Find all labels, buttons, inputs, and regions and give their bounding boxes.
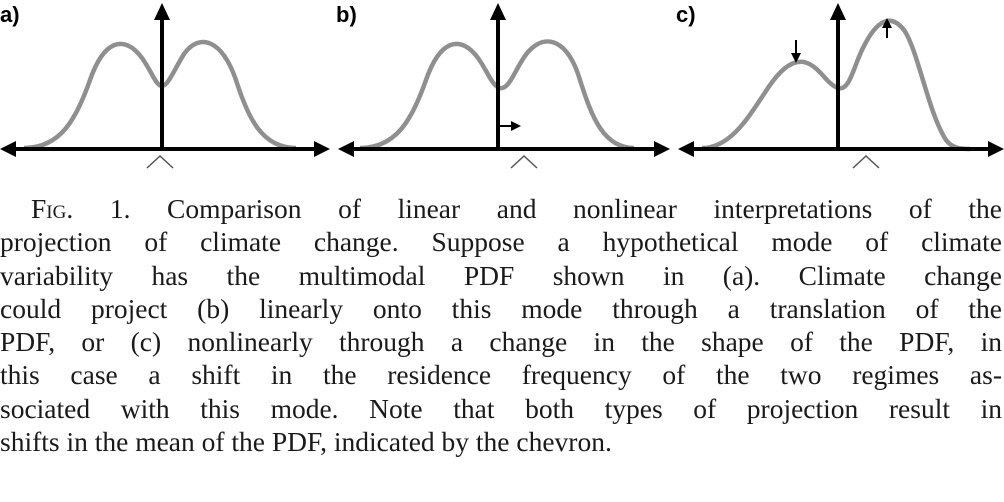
panel-c	[678, 3, 1004, 169]
panel-b-x-arrow-left	[338, 141, 354, 157]
panel-c-label: c)	[676, 2, 696, 27]
panel-c-pdf-curve	[701, 18, 971, 152]
panel-a-mean-chevron	[146, 154, 174, 169]
figure-1: a) b) c)	[0, 0, 1004, 190]
panel-a	[0, 3, 330, 169]
caption-line-2: projection of climate change. Suppose a …	[0, 226, 1002, 258]
panel-b	[338, 3, 670, 169]
caption-line-3: variability has the multimodal PDF shown…	[0, 259, 1002, 291]
panel-c-down-arrow-head	[791, 53, 801, 63]
caption-line-8: shifts in the mean of the PDF, indicated…	[0, 426, 612, 458]
figure-graphics	[0, 3, 1004, 169]
panel-b-shift-arrow-head	[511, 121, 521, 131]
panel-b-x-arrow-right	[654, 141, 670, 157]
panel-c-y-arrow	[830, 3, 846, 20]
panel-a-label: a)	[0, 2, 20, 27]
fig-number: . 1.	[66, 193, 131, 224]
panel-c-x-arrow-left	[678, 141, 694, 157]
panel-b-y-arrow	[490, 3, 506, 20]
caption-line-1-text: Comparison of linear and nonlinear inter…	[130, 193, 1003, 224]
panel-c-up-arrow-head	[882, 18, 892, 28]
caption-line-1: Fig. 1. Comparison of linear and nonline…	[0, 192, 1002, 225]
panel-c-x-arrow-right	[988, 141, 1004, 157]
caption-line-4: could project (b) linearly onto this mod…	[0, 292, 1002, 324]
panel-a-y-arrow	[154, 3, 170, 20]
panel-a-x-arrow-left	[0, 141, 16, 157]
fig-prefix-cap: F	[31, 193, 47, 224]
caption-line-7: sociated with this mode. Note that both …	[0, 392, 1002, 424]
panel-c-mean-chevron	[852, 154, 880, 169]
caption-line-6: this case a shift in the residence frequ…	[0, 359, 1002, 391]
panel-a-x-arrow-right	[314, 141, 330, 157]
caption-line-5: PDF, or (c) nonlinearly through a change…	[0, 326, 1002, 358]
panel-b-mean-chevron	[510, 154, 538, 169]
figure-caption: Fig. 1. Comparison of linear and nonline…	[0, 192, 1002, 458]
fig-prefix-small-caps: ig	[46, 193, 67, 224]
panel-b-label: b)	[336, 2, 357, 27]
